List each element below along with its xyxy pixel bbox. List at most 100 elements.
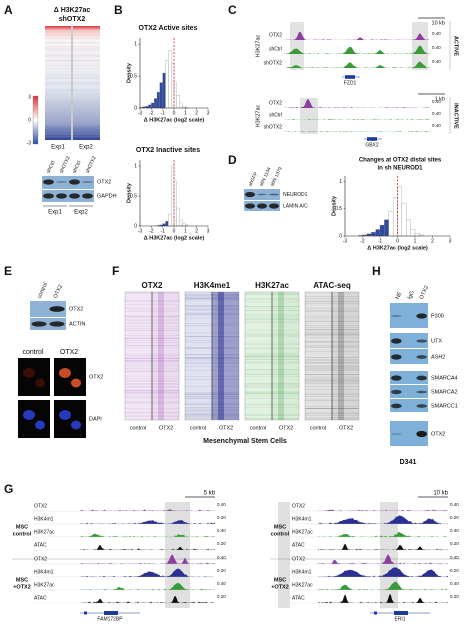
nucleus	[23, 410, 35, 420]
panel-letter: B	[114, 3, 123, 17]
highlight	[278, 502, 290, 608]
signal-track	[80, 519, 215, 524]
heatmap-fill	[305, 292, 332, 420]
blot	[390, 349, 428, 364]
caption: Mesenchymal Stem Cells	[203, 438, 287, 445]
group-label: control	[271, 531, 290, 537]
histogram-bar	[171, 63, 175, 109]
histogram-bar	[179, 102, 183, 109]
blot-label: NEUROD1	[283, 192, 308, 198]
track-label: OTX2	[292, 503, 305, 509]
track-label: shCtrl	[269, 46, 282, 52]
micrograph	[18, 400, 50, 438]
heatmap-fill	[332, 292, 359, 420]
heatmap-fill	[185, 292, 212, 420]
signal-track	[318, 567, 448, 577]
track-label: OTX2	[292, 556, 305, 562]
histogram-bar	[388, 211, 394, 237]
lane-label: shOTX2	[85, 155, 98, 174]
track-label: H3K27ac	[34, 582, 55, 588]
y-tick-label: 1	[134, 42, 137, 48]
image-row-label: DAPI	[89, 416, 102, 422]
heatmap-title: ATAC-seq	[313, 281, 351, 290]
x-tick-label: 1	[414, 238, 417, 244]
blot-band	[391, 338, 402, 344]
histogram-bar	[154, 98, 158, 109]
blot-band	[56, 181, 67, 183]
blot	[30, 318, 66, 330]
gene-label: ERI1	[394, 616, 405, 622]
track-label: ATAC	[292, 542, 305, 548]
blot-label: OTX2	[97, 179, 111, 185]
signal-track	[318, 515, 448, 524]
histogram-bar	[148, 104, 152, 109]
histogram-bar	[179, 219, 183, 227]
image-row-label: OTX2	[89, 374, 103, 380]
gene-exon	[84, 611, 87, 615]
chart-title: Changes at OTX2 distal sites	[359, 158, 442, 164]
gene-exon	[104, 611, 118, 615]
x-tick-label: 3	[449, 238, 452, 244]
axis-label: H3K27ac	[255, 104, 261, 127]
blot-band	[416, 313, 427, 319]
histogram-bar	[151, 102, 155, 109]
scale-label: 5 kb	[204, 491, 216, 497]
track-label: H3K4m1	[292, 516, 312, 522]
range-label: 0.40	[432, 99, 441, 104]
track-label: H3K4m1	[34, 569, 54, 575]
gene-exon	[367, 137, 377, 141]
lane-label: shCtrl	[46, 160, 57, 174]
histogram-bar	[162, 223, 166, 227]
range-label: 0.40	[432, 59, 441, 64]
blot-band	[268, 203, 280, 209]
heatmap-summit	[218, 292, 224, 420]
blot-band	[43, 179, 54, 185]
gene-label: FAM172BP	[97, 616, 123, 622]
histogram-bar	[173, 82, 177, 109]
blot	[390, 385, 428, 398]
track-label: H3K27ac	[292, 529, 313, 535]
track-label: ATAC	[292, 595, 305, 601]
nucleus	[35, 420, 45, 430]
column-label: OTX2	[219, 425, 233, 431]
heatmap-title: H3K27ac	[255, 281, 289, 290]
image-column-label: control	[22, 349, 43, 356]
range-label: 0.40	[217, 555, 226, 560]
range-label: 0.40	[217, 528, 226, 533]
gene-exon	[374, 611, 377, 615]
heatmap-summit	[158, 292, 164, 420]
nucleus	[35, 378, 45, 388]
blot-label: SMARCC1	[431, 403, 458, 409]
y-tick-label: 0.5	[130, 74, 137, 80]
x-tick-label: -2	[149, 228, 154, 234]
blot-band	[82, 193, 93, 199]
y-axis-label: Density	[331, 195, 337, 216]
group-label: MSC	[274, 524, 286, 530]
chart-title: in sh NEUROD1	[377, 166, 423, 172]
heatmap-fill	[245, 292, 272, 420]
track-label: ATAC	[34, 542, 47, 548]
blot-label: SMARCA4	[431, 375, 458, 381]
histogram-bar	[397, 186, 403, 237]
highlight	[380, 502, 398, 608]
panel-letter: C	[228, 3, 237, 17]
blot-band	[56, 193, 67, 199]
lane-label: shGFP	[248, 171, 260, 187]
y-tick-label: 1	[134, 163, 137, 169]
nucleus	[71, 420, 81, 430]
range-label: 0.40	[217, 502, 226, 507]
column-label: OTX2	[339, 425, 353, 431]
range-label: 0.20	[450, 541, 459, 546]
track-label: OTX2	[269, 32, 282, 38]
range-label: 0.20	[217, 515, 226, 520]
axis-label: H3K27ac	[255, 34, 261, 57]
signal-track	[284, 61, 430, 68]
signal-track	[80, 568, 215, 577]
track-label: shCtrl	[269, 112, 282, 118]
signal-track	[318, 531, 448, 537]
signal-track	[284, 119, 430, 120]
signal-track	[284, 131, 430, 132]
blot-band	[82, 181, 93, 183]
